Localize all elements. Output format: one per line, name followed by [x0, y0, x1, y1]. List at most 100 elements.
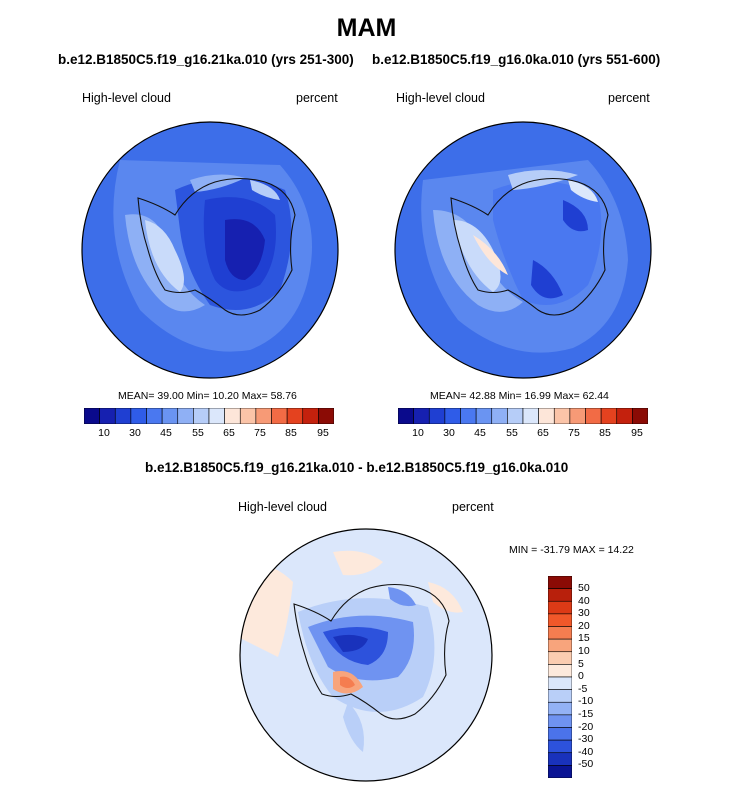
colorbar-box — [428, 408, 446, 424]
colorbar-box — [538, 408, 555, 424]
cb2-tick: 95 — [631, 427, 643, 439]
colorbar-box — [548, 765, 572, 778]
colorbar-box — [553, 408, 571, 424]
colorbar-box — [548, 689, 572, 703]
cb1-tick: 55 — [192, 427, 204, 439]
panel-1-stats: MEAN= 39.00 Min= 10.20 Max= 58.76 — [118, 390, 297, 402]
cb1-tick: 45 — [160, 427, 172, 439]
panel-2-title: b.e12.B1850C5.f19_g16.0ka.010 (yrs 551-6… — [372, 52, 661, 67]
colorbar-box — [460, 408, 477, 424]
cb2-tick: 75 — [568, 427, 580, 439]
colorbar-box — [413, 408, 430, 424]
colorbar-box — [193, 408, 210, 424]
colorbar-box — [522, 408, 539, 424]
panel-1-polar-map — [81, 121, 339, 379]
panel-1-units-label: percent — [296, 91, 338, 105]
colorbar-box — [548, 638, 572, 653]
cb3-tick: 40 — [578, 595, 590, 607]
colorbar-box — [548, 588, 572, 602]
cb3-tick: 30 — [578, 607, 590, 619]
colorbar-box — [302, 408, 319, 424]
cb3-tick: -10 — [578, 695, 594, 707]
colorbar-box — [548, 613, 572, 627]
cb3-tick: 50 — [578, 582, 590, 594]
colorbar-box — [146, 408, 163, 424]
panel-1-title: b.e12.B1850C5.f19_g16.21ka.010 (yrs 251-… — [58, 52, 354, 67]
cb2-tick: 30 — [443, 427, 455, 439]
difference-colorbar-ticks: 50 40 30 20 15 10 5 0 -5 -10 -15 -20 -30… — [578, 576, 618, 786]
colorbar-box — [548, 626, 572, 640]
colorbar-box — [398, 408, 414, 424]
panel-2-colorbar — [398, 408, 648, 424]
difference-polar-map — [239, 528, 493, 782]
colorbar-box — [548, 727, 572, 741]
colorbar-box — [548, 676, 572, 690]
colorbar-box — [224, 408, 241, 424]
cb2-tick: 10 — [412, 427, 424, 439]
colorbar-box — [548, 651, 572, 665]
panel-1-colorbar-ticks: 10 30 45 55 65 75 85 95 — [84, 427, 334, 441]
cb2-tick: 55 — [506, 427, 518, 439]
colorbar-box — [271, 408, 288, 424]
cb3-tick: -5 — [578, 683, 588, 695]
colorbar-box — [318, 408, 334, 424]
colorbar-box — [548, 600, 572, 615]
panel-2-units-label: percent — [608, 91, 650, 105]
colorbar-box — [548, 664, 572, 678]
difference-stats: MIN = -31.79 MAX = 14.22 — [509, 544, 634, 556]
cb3-tick: -50 — [578, 758, 594, 770]
colorbar-box — [161, 408, 179, 424]
cb3-tick: -30 — [578, 733, 594, 745]
cb1-tick: 95 — [317, 427, 329, 439]
main-title: MAM — [336, 14, 397, 42]
difference-units-label: percent — [452, 500, 494, 514]
colorbar-box — [569, 408, 586, 424]
panel-2-coastline — [450, 177, 609, 316]
panel-2-polar-map — [394, 121, 652, 379]
colorbar-box — [177, 408, 194, 424]
cb3-tick: 10 — [578, 645, 590, 657]
panel-1-coastline — [137, 177, 296, 316]
cb1-tick: 10 — [98, 427, 110, 439]
colorbar-box — [548, 576, 572, 589]
cb2-tick: 65 — [537, 427, 549, 439]
colorbar-box — [239, 408, 257, 424]
cb1-tick: 65 — [223, 427, 235, 439]
colorbar-box — [444, 408, 461, 424]
colorbar-box — [548, 701, 572, 716]
colorbar-box — [130, 408, 147, 424]
difference-title: b.e12.B1850C5.f19_g16.21ka.010 - b.e12.B… — [145, 460, 569, 475]
cb3-tick: 15 — [578, 632, 590, 644]
cb3-tick: 20 — [578, 620, 590, 632]
colorbar-box — [548, 714, 572, 728]
cb3-tick: -20 — [578, 721, 594, 733]
colorbar-box — [548, 752, 572, 766]
colorbar-box — [84, 408, 100, 424]
colorbar-box — [632, 408, 648, 424]
colorbar-box — [99, 408, 116, 424]
cb1-tick: 85 — [285, 427, 297, 439]
colorbar-box — [616, 408, 633, 424]
colorbar-box — [475, 408, 493, 424]
colorbar-box — [600, 408, 618, 424]
colorbar-box — [491, 408, 508, 424]
cb1-tick: 75 — [254, 427, 266, 439]
colorbar-box — [585, 408, 602, 424]
difference-coastline — [293, 583, 450, 720]
cb3-tick: -40 — [578, 746, 594, 758]
panel-2-variable-label: High-level cloud — [396, 91, 485, 105]
panel-2-stats: MEAN= 42.88 Min= 16.99 Max= 62.44 — [430, 390, 609, 402]
cb3-tick: 5 — [578, 658, 584, 670]
colorbar-box — [548, 739, 572, 754]
difference-variable-label: High-level cloud — [238, 500, 327, 514]
panel-1-variable-label: High-level cloud — [82, 91, 171, 105]
cb3-tick: -15 — [578, 708, 594, 720]
cb3-tick: 0 — [578, 670, 584, 682]
panel-1-colorbar — [84, 408, 334, 424]
colorbar-box — [507, 408, 524, 424]
difference-colorbar — [548, 576, 572, 778]
cb1-tick: 30 — [129, 427, 141, 439]
cb2-tick: 85 — [599, 427, 611, 439]
colorbar-box — [208, 408, 225, 424]
cb2-tick: 45 — [474, 427, 486, 439]
